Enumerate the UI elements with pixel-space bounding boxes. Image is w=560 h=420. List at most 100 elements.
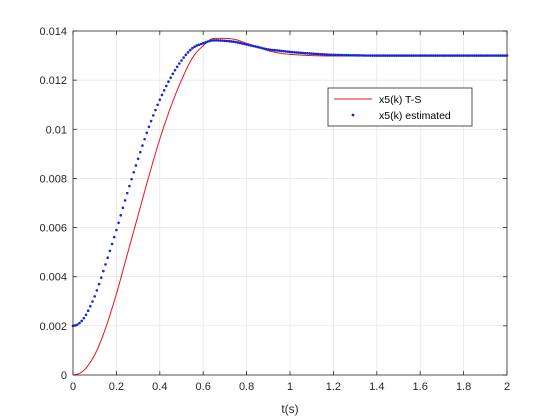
estimated-point [501, 54, 504, 57]
estimated-point [457, 54, 461, 57]
estimated-point [240, 42, 244, 45]
estimated-point [175, 65, 179, 69]
estimated-point [219, 39, 222, 42]
estimated-point [110, 242, 114, 246]
estimated-point [151, 114, 155, 117]
estimated-point [86, 309, 90, 313]
y-tick-label: 0.002 [39, 321, 67, 333]
estimated-point [275, 49, 279, 52]
estimated-point [130, 177, 133, 181]
estimated-point [481, 54, 485, 57]
estimated-point [208, 39, 212, 43]
series-dots-estimated [71, 39, 509, 328]
estimated-point [89, 304, 92, 308]
estimated-point [466, 54, 470, 57]
estimated-point [358, 54, 361, 57]
estimated-point [444, 54, 448, 57]
estimated-point [332, 53, 335, 57]
estimated-point [249, 44, 253, 47]
estimated-point [214, 39, 218, 42]
estimated-point [336, 53, 340, 57]
estimated-point [327, 53, 331, 56]
legend-label-estimated: x5(k) estimated [379, 110, 451, 122]
estimated-point [325, 53, 329, 56]
y-tick-label: 0.012 [39, 75, 67, 87]
estimated-point [362, 54, 366, 57]
estimated-point [230, 40, 233, 43]
y-tick-label: 0.006 [39, 223, 67, 235]
estimated-point [167, 80, 170, 84]
estimated-point [277, 49, 281, 52]
estimated-point [165, 84, 168, 88]
estimated-point [405, 54, 409, 57]
estimated-point [314, 52, 318, 56]
estimated-point [201, 41, 205, 45]
estimated-point [136, 157, 140, 161]
x-tick-label: 0.8 [239, 381, 254, 393]
estimated-point [329, 53, 333, 57]
estimated-point [355, 54, 359, 57]
estimated-point [427, 54, 431, 57]
estimated-point [310, 52, 314, 55]
estimated-point [162, 89, 166, 92]
estimated-point [76, 323, 79, 326]
estimated-point [99, 276, 103, 279]
y-tick-label: 0 [61, 370, 67, 382]
estimated-point [119, 214, 123, 217]
estimated-point [108, 249, 112, 253]
estimated-point [147, 125, 151, 129]
estimated-point [169, 76, 172, 79]
estimated-point [78, 321, 81, 325]
estimated-point [260, 46, 264, 50]
estimated-point [477, 54, 481, 57]
estimated-point [438, 54, 442, 57]
estimated-point [82, 316, 86, 320]
series-layer [71, 37, 509, 376]
estimated-point [484, 54, 487, 57]
estimated-point [351, 53, 355, 57]
estimated-point [345, 53, 348, 57]
estimated-point [217, 39, 220, 42]
estimated-point [243, 42, 246, 46]
estimated-point [138, 150, 142, 154]
estimated-point [382, 54, 385, 57]
legend-box [327, 87, 473, 127]
estimated-point [429, 54, 433, 57]
estimated-point [494, 54, 498, 57]
estimated-point [338, 53, 342, 57]
estimated-point [440, 54, 444, 57]
estimated-point [225, 39, 229, 43]
estimated-point [399, 54, 402, 57]
estimated-point [286, 50, 290, 53]
estimated-point [340, 53, 344, 57]
estimated-point [188, 48, 192, 52]
y-tick-label: 0.008 [39, 173, 67, 185]
x-tick-label: 0.6 [196, 381, 211, 393]
estimated-point [186, 51, 190, 54]
estimated-point [251, 44, 255, 48]
estimated-point [121, 206, 125, 210]
estimated-point [93, 295, 96, 298]
estimated-point [106, 256, 110, 259]
estimated-point [486, 54, 489, 57]
estimated-point [221, 39, 225, 42]
estimated-point [323, 53, 327, 56]
estimated-point [212, 39, 216, 42]
estimated-point [386, 54, 389, 57]
estimated-point [431, 54, 435, 57]
estimated-point [503, 54, 507, 57]
estimated-point [410, 54, 413, 57]
estimated-point [492, 54, 496, 57]
x-tick-label: 1.6 [413, 381, 428, 393]
estimated-point [360, 54, 363, 57]
estimated-point [306, 52, 309, 55]
estimated-point [451, 54, 455, 57]
estimated-point [414, 54, 418, 57]
estimated-point [282, 49, 285, 53]
estimated-point [95, 289, 99, 292]
estimated-point [473, 54, 476, 57]
estimated-point [403, 54, 407, 57]
estimated-point [178, 62, 181, 65]
